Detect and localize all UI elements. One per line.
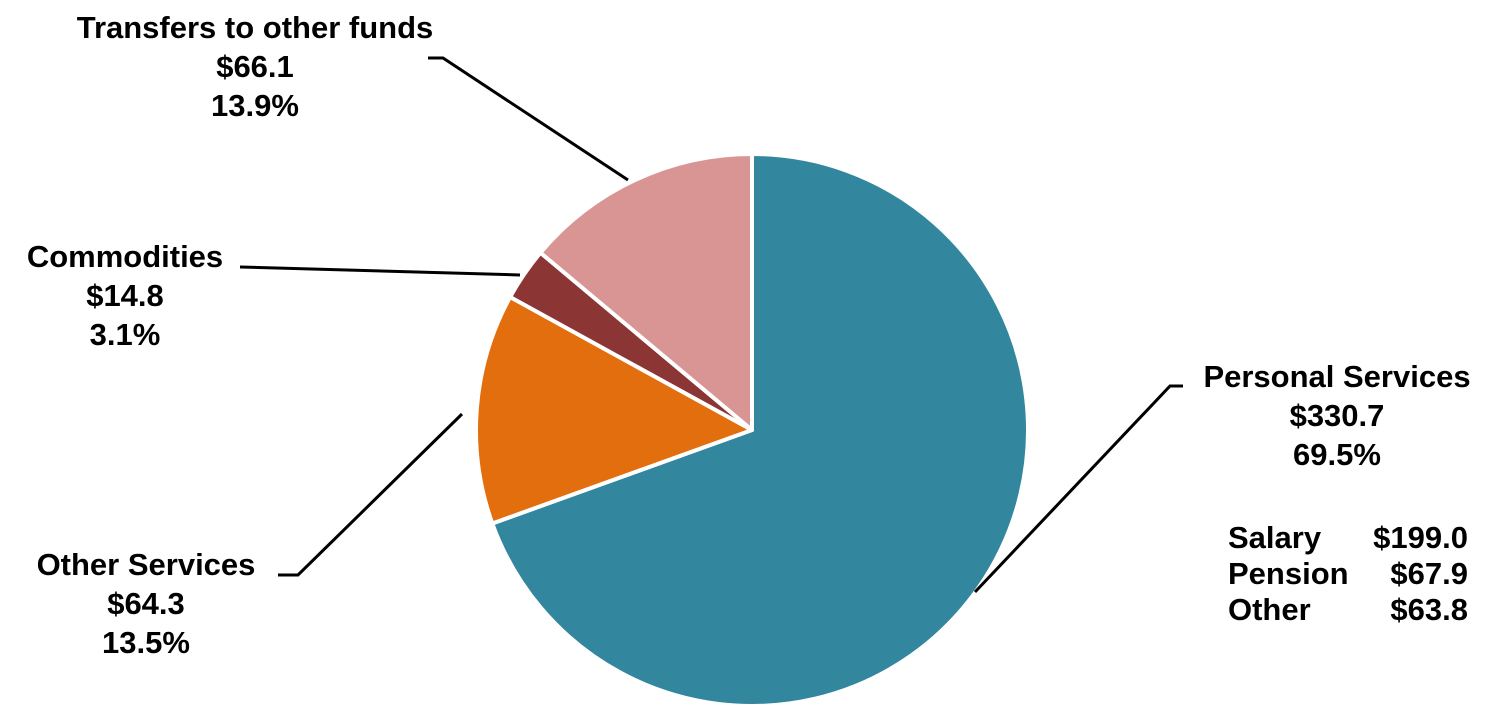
- leader-lines: [239, 56, 1183, 594]
- slice-percent-commodities: 3.1%: [90, 317, 161, 352]
- pie-slice-other-services: [474, 295, 754, 526]
- slice-label-personal-services: Personal Services: [1203, 359, 1470, 394]
- personal-services-breakdown: Salary $199.0 Pension $67.9 Other $63.8: [1228, 520, 1468, 627]
- slice-percent-personal-services: 69.5%: [1293, 437, 1381, 472]
- leader-line-commodities: [239, 265, 521, 277]
- slice-percent-other-services: 13.5%: [102, 625, 190, 660]
- breakdown-amount-other: $63.8: [1390, 592, 1468, 627]
- leader-line-other-services: [278, 412, 464, 577]
- pie-slices: [474, 152, 1030, 706]
- breakdown-label-salary: Salary: [1228, 520, 1322, 555]
- leader-line-personal-services: [973, 384, 1183, 594]
- slice-label-other-services: Other Services: [37, 547, 256, 582]
- slice-label-commodities: Commodities: [27, 239, 223, 274]
- slice-amount-other-services: $64.3: [107, 586, 185, 621]
- pie-slice-transfers-to-other-funds: [538, 152, 754, 432]
- slice-percent-transfers: 13.9%: [211, 88, 299, 123]
- slice-amount-commodities: $14.8: [86, 278, 164, 313]
- breakdown-label-other: Other: [1228, 592, 1311, 627]
- slice-label-transfers: Transfers to other funds: [77, 10, 434, 45]
- leader-line-transfers: [428, 56, 629, 182]
- breakdown-amount-pension: $67.9: [1390, 556, 1468, 591]
- slice-amount-transfers: $66.1: [216, 49, 294, 84]
- slice-amount-personal-services: $330.7: [1290, 398, 1385, 433]
- breakdown-amount-salary: $199.0: [1373, 520, 1468, 555]
- breakdown-label-pension: Pension: [1228, 556, 1349, 591]
